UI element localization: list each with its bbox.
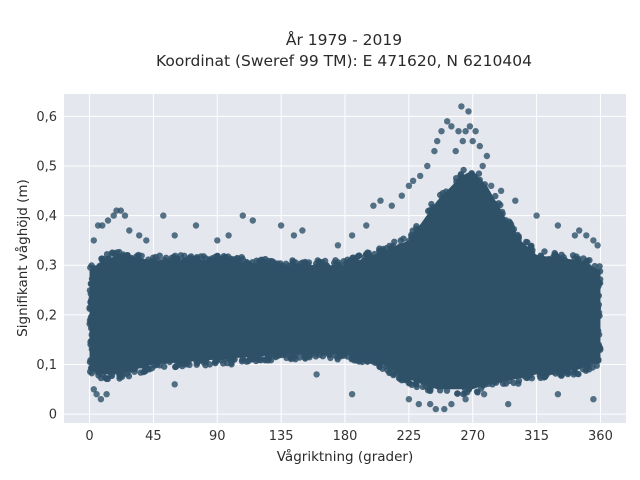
- scatter-point: [348, 257, 355, 264]
- scatter-point: [464, 389, 471, 396]
- scatter-point: [541, 248, 548, 255]
- scatter-point: [299, 259, 306, 266]
- scatter-point: [206, 361, 213, 368]
- scatter-point: [162, 254, 170, 261]
- scatter-point: [193, 254, 201, 261]
- scatter-point: [102, 374, 109, 382]
- scatter-point: [400, 235, 407, 242]
- scatter-point: [315, 258, 323, 265]
- scatter-point: [390, 371, 397, 379]
- scatter-point: [173, 363, 180, 370]
- scatter-point: [327, 354, 334, 362]
- scatter-point: [177, 252, 184, 259]
- scatter-point: [356, 252, 363, 259]
- scatter-point: [116, 248, 123, 256]
- scatter-point: [125, 373, 133, 380]
- scatter-point: [152, 253, 159, 261]
- scatter-point: [391, 238, 398, 245]
- scatter-point: [502, 380, 510, 387]
- scatter-point: [234, 255, 241, 262]
- scatter-point: [335, 259, 342, 266]
- scatter-point: [98, 255, 105, 262]
- scatter-point: [400, 376, 408, 383]
- scatter-point: [376, 245, 383, 252]
- scatter-point: [406, 380, 413, 387]
- scatter-point: [88, 262, 95, 269]
- scatter-point: [515, 380, 522, 387]
- scatter-point: [557, 371, 564, 378]
- scatter-points: [86, 103, 604, 413]
- scatter-point: [305, 259, 313, 266]
- scatter-point: [289, 258, 297, 265]
- scatter-point: [523, 238, 530, 246]
- scatter-point: [135, 251, 142, 259]
- scatter-point: [238, 358, 246, 365]
- scatter-point: [211, 358, 219, 366]
- scatter-point: [596, 263, 603, 270]
- scatter-point: [239, 255, 246, 263]
- scatter-point: [227, 255, 234, 262]
- scatter-point: [569, 252, 577, 259]
- scatter-point: [583, 366, 590, 373]
- scatter-point: [301, 354, 308, 361]
- scatter-point: [551, 252, 558, 259]
- scatter-point: [248, 356, 255, 363]
- scatter-point: [348, 355, 355, 362]
- scatter-point: [384, 366, 391, 374]
- scatter-point: [586, 257, 593, 264]
- scatter-point: [575, 370, 582, 378]
- scatter-point: [95, 372, 102, 379]
